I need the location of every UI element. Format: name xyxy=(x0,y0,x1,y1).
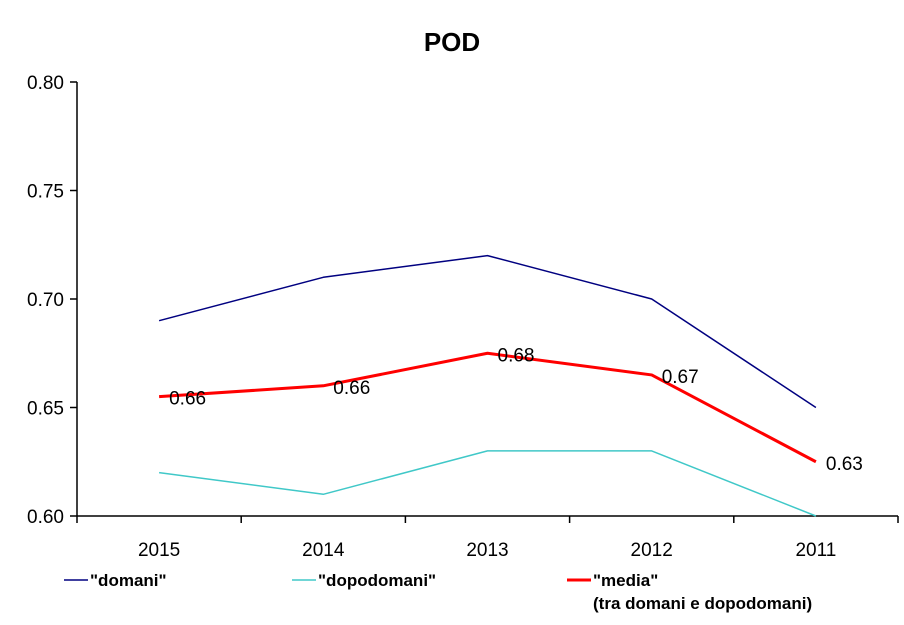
legend: "domani" "dopodomani" "media" (tra doman… xyxy=(64,571,812,613)
series-line-1 xyxy=(159,450,817,517)
legend-item-domani: "domani" xyxy=(64,571,167,590)
legend-label-media: "media" xyxy=(593,571,658,590)
y-tick-label: 0.60 xyxy=(27,507,64,528)
chart-title: POD xyxy=(424,27,480,57)
y-tick-label: 0.70 xyxy=(27,290,64,311)
data-labels: 0.66 0.66 0.68 0.67 0.63 xyxy=(169,345,863,475)
legend-label-media-sub: (tra domani e dopodomani) xyxy=(593,594,812,613)
x-tick-label: 2012 xyxy=(631,540,673,561)
x-tick-label: 2015 xyxy=(138,540,180,561)
series-group xyxy=(158,254,817,517)
x-tick-label: 2013 xyxy=(466,540,508,561)
legend-item-dopodomani: "dopodomani" xyxy=(292,571,436,590)
y-ticks: 0.60 0.65 0.70 0.75 0.80 xyxy=(27,73,77,528)
y-tick-label: 0.65 xyxy=(27,399,64,420)
x-ticks: 2015 2014 2013 2012 2011 xyxy=(76,516,899,561)
x-tick-label: 2011 xyxy=(795,540,836,561)
legend-label-domani: "domani" xyxy=(90,571,167,590)
y-tick-label: 0.75 xyxy=(27,182,64,203)
data-label: 0.67 xyxy=(662,367,699,388)
data-label: 0.66 xyxy=(169,389,206,410)
legend-item-media: "media" (tra domani e dopodomani) xyxy=(567,571,812,613)
x-tick-label: 2014 xyxy=(302,540,345,561)
data-label: 0.66 xyxy=(333,378,370,399)
data-label: 0.63 xyxy=(826,454,863,475)
data-label: 0.68 xyxy=(498,345,535,366)
series-line-0 xyxy=(158,254,817,409)
y-tick-label: 0.80 xyxy=(27,73,64,94)
series-line-2 xyxy=(159,351,817,464)
legend-label-dopodomani: "dopodomani" xyxy=(318,571,436,590)
